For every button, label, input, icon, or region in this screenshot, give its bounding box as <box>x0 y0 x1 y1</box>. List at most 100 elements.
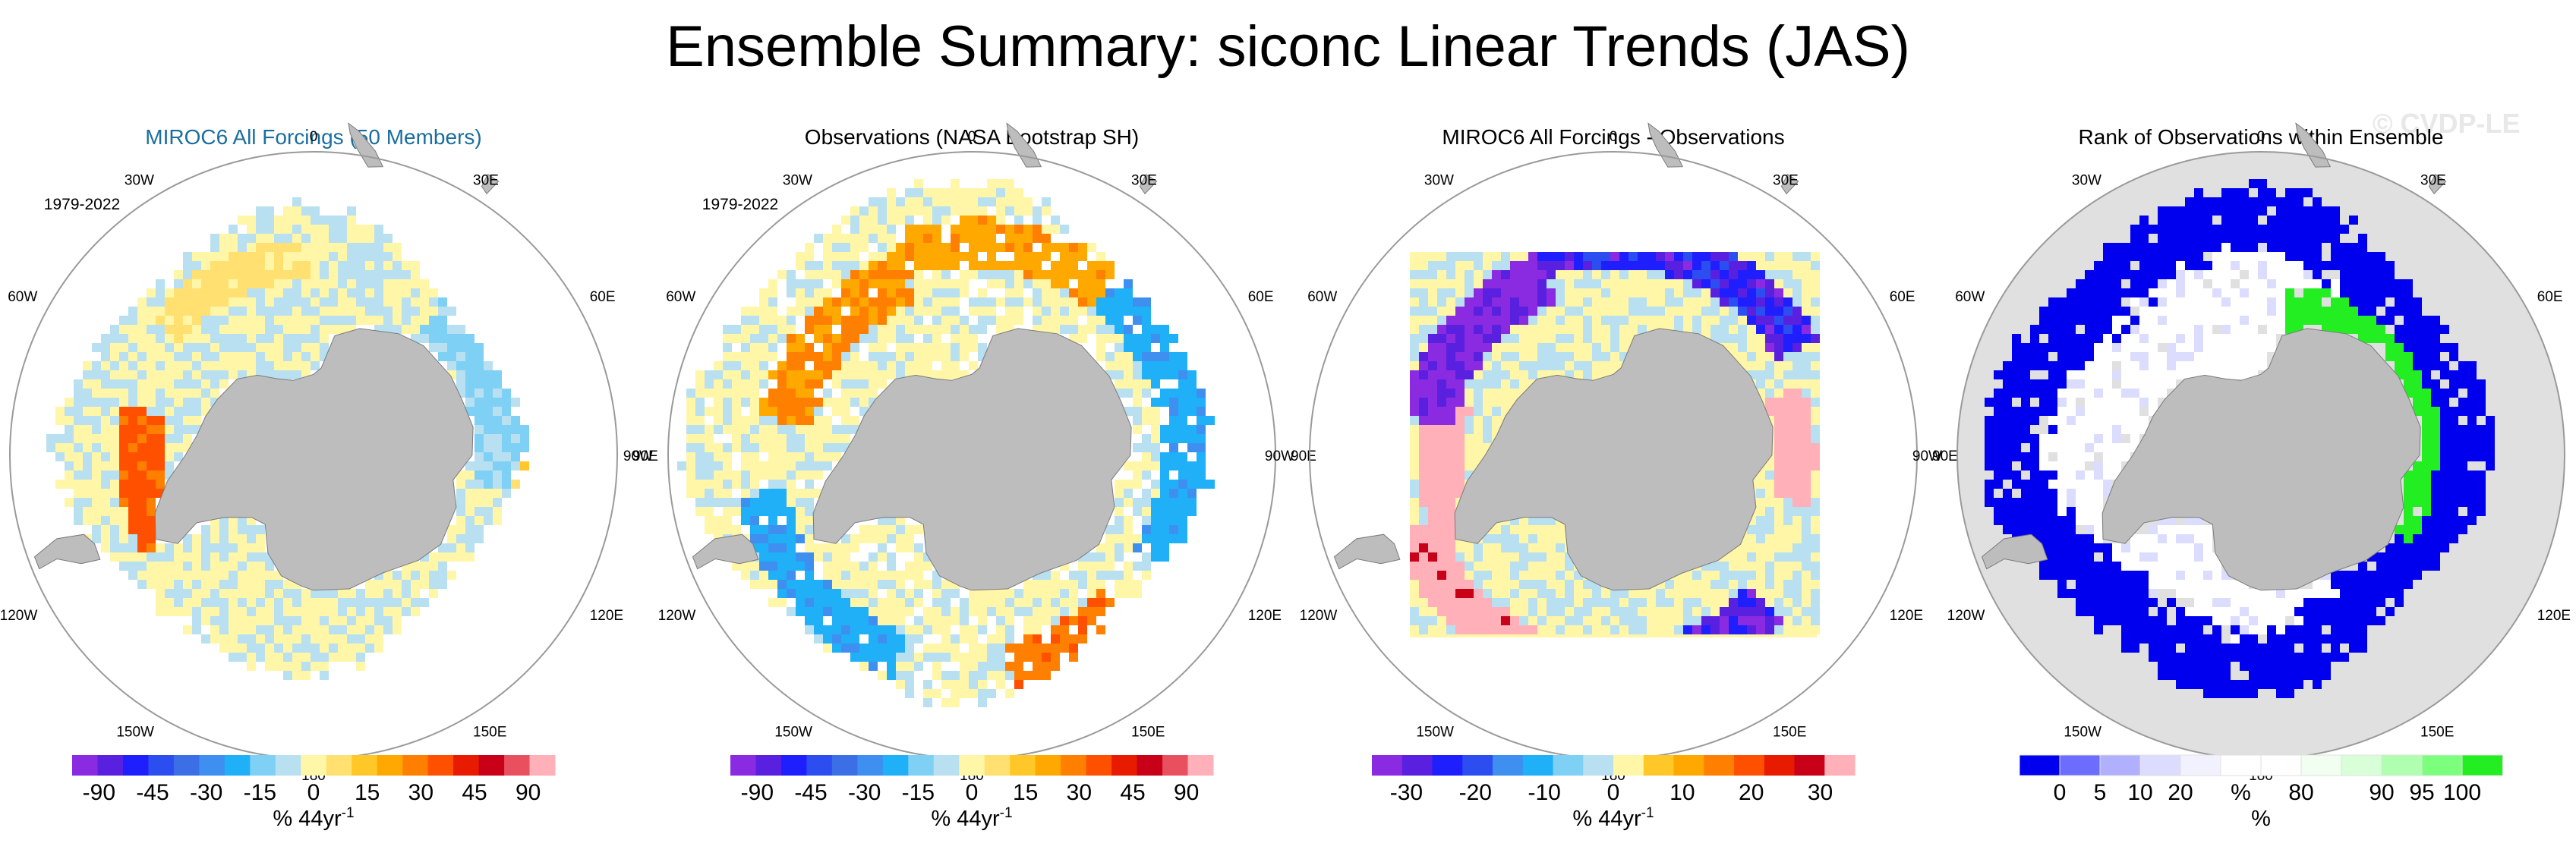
field-cell <box>2067 480 2076 489</box>
field-cell <box>2158 352 2167 361</box>
field-cell <box>256 252 265 261</box>
field-cell <box>2067 416 2076 425</box>
field-cell <box>338 307 347 316</box>
field-cell <box>74 416 83 425</box>
field-cell <box>805 307 814 316</box>
field-cell <box>110 534 119 543</box>
field-cell <box>1792 443 1802 452</box>
field-cell <box>805 607 814 616</box>
field-cell <box>1419 616 1428 625</box>
field-cell <box>147 334 156 343</box>
field-cell <box>1729 625 1738 634</box>
field-cell <box>2194 216 2203 225</box>
field-cell <box>1774 370 1783 379</box>
field-cell <box>741 516 750 525</box>
field-cell <box>1142 361 1151 370</box>
field-cell <box>859 325 869 334</box>
field-cell <box>796 598 805 607</box>
field-cell <box>1547 297 1556 307</box>
field-cell <box>1729 616 1738 625</box>
field-cell <box>1537 316 1547 325</box>
field-cell <box>2130 389 2139 398</box>
field-cell <box>101 389 110 398</box>
field-cell <box>1060 243 1069 252</box>
field-cell <box>329 316 338 325</box>
field-cell <box>1747 270 1756 279</box>
field-cell <box>2067 398 2076 407</box>
field-cell <box>192 334 201 343</box>
field-cell <box>777 425 787 434</box>
field-cell <box>1792 343 1802 352</box>
field-cell <box>183 316 192 325</box>
field-cell <box>2367 252 2376 261</box>
field-cell <box>1510 343 1519 352</box>
field-cell <box>814 470 823 480</box>
field-cell <box>1610 261 1619 270</box>
field-cell <box>2258 225 2267 234</box>
field-cell <box>1437 562 1446 571</box>
field-cell <box>1665 580 1674 589</box>
field-cell <box>1142 389 1151 398</box>
field-cell <box>978 662 987 671</box>
field-cell <box>320 662 329 671</box>
field-cell <box>1528 370 1537 379</box>
field-cell <box>493 470 502 480</box>
field-cell <box>1683 261 1692 270</box>
field-cell <box>1410 543 1419 552</box>
field-cell <box>1197 416 1206 425</box>
field-cell <box>320 334 329 343</box>
field-cell <box>2103 316 2112 325</box>
field-cell <box>932 352 941 361</box>
field-cell <box>1483 398 1492 407</box>
field-cell <box>1792 425 1802 434</box>
field-cell <box>429 571 438 580</box>
field-cell <box>374 580 383 589</box>
field-cell <box>1410 525 1419 534</box>
field-cell <box>1720 297 1729 307</box>
field-cell <box>101 498 110 507</box>
field-cell <box>878 571 887 580</box>
field-cell <box>274 243 283 252</box>
field-cell <box>2094 288 2103 297</box>
field-cell <box>878 616 887 625</box>
field-cell <box>374 297 383 307</box>
field-cell <box>896 261 905 270</box>
field-cell <box>723 470 732 480</box>
field-cell <box>1014 270 1023 279</box>
field-cell <box>741 562 750 571</box>
field-cell <box>1556 297 1565 307</box>
field-cell <box>2422 434 2431 443</box>
field-cell <box>1783 507 1792 516</box>
field-cell <box>1792 552 1802 562</box>
field-cell <box>2103 361 2112 370</box>
trend-field <box>46 197 529 680</box>
field-cell <box>714 443 723 452</box>
field-cell <box>859 398 869 407</box>
field-cell <box>887 625 896 634</box>
field-cell <box>787 425 796 434</box>
field-cell <box>511 461 520 470</box>
field-cell <box>1197 434 1206 443</box>
field-cell <box>1501 616 1510 625</box>
field-cell <box>320 671 329 680</box>
field-cell <box>2413 470 2422 480</box>
field-cell <box>996 625 1005 634</box>
field-cell <box>1033 252 1042 261</box>
field-cell <box>2149 334 2158 343</box>
field-cell <box>119 562 128 571</box>
field-cell <box>1105 562 1115 571</box>
field-cell <box>110 434 119 443</box>
field-cell <box>147 516 156 525</box>
field-cell <box>987 644 996 653</box>
field-cell <box>695 370 705 379</box>
field-cell <box>119 425 128 434</box>
field-cell <box>878 334 887 343</box>
field-cell <box>1756 370 1765 379</box>
field-cell <box>1738 571 1747 580</box>
field-cell <box>787 571 796 580</box>
field-cell <box>941 188 951 197</box>
field-cell <box>2458 425 2467 434</box>
field-cell <box>787 361 796 370</box>
field-cell <box>2267 188 2276 197</box>
field-cell <box>1783 552 1792 562</box>
